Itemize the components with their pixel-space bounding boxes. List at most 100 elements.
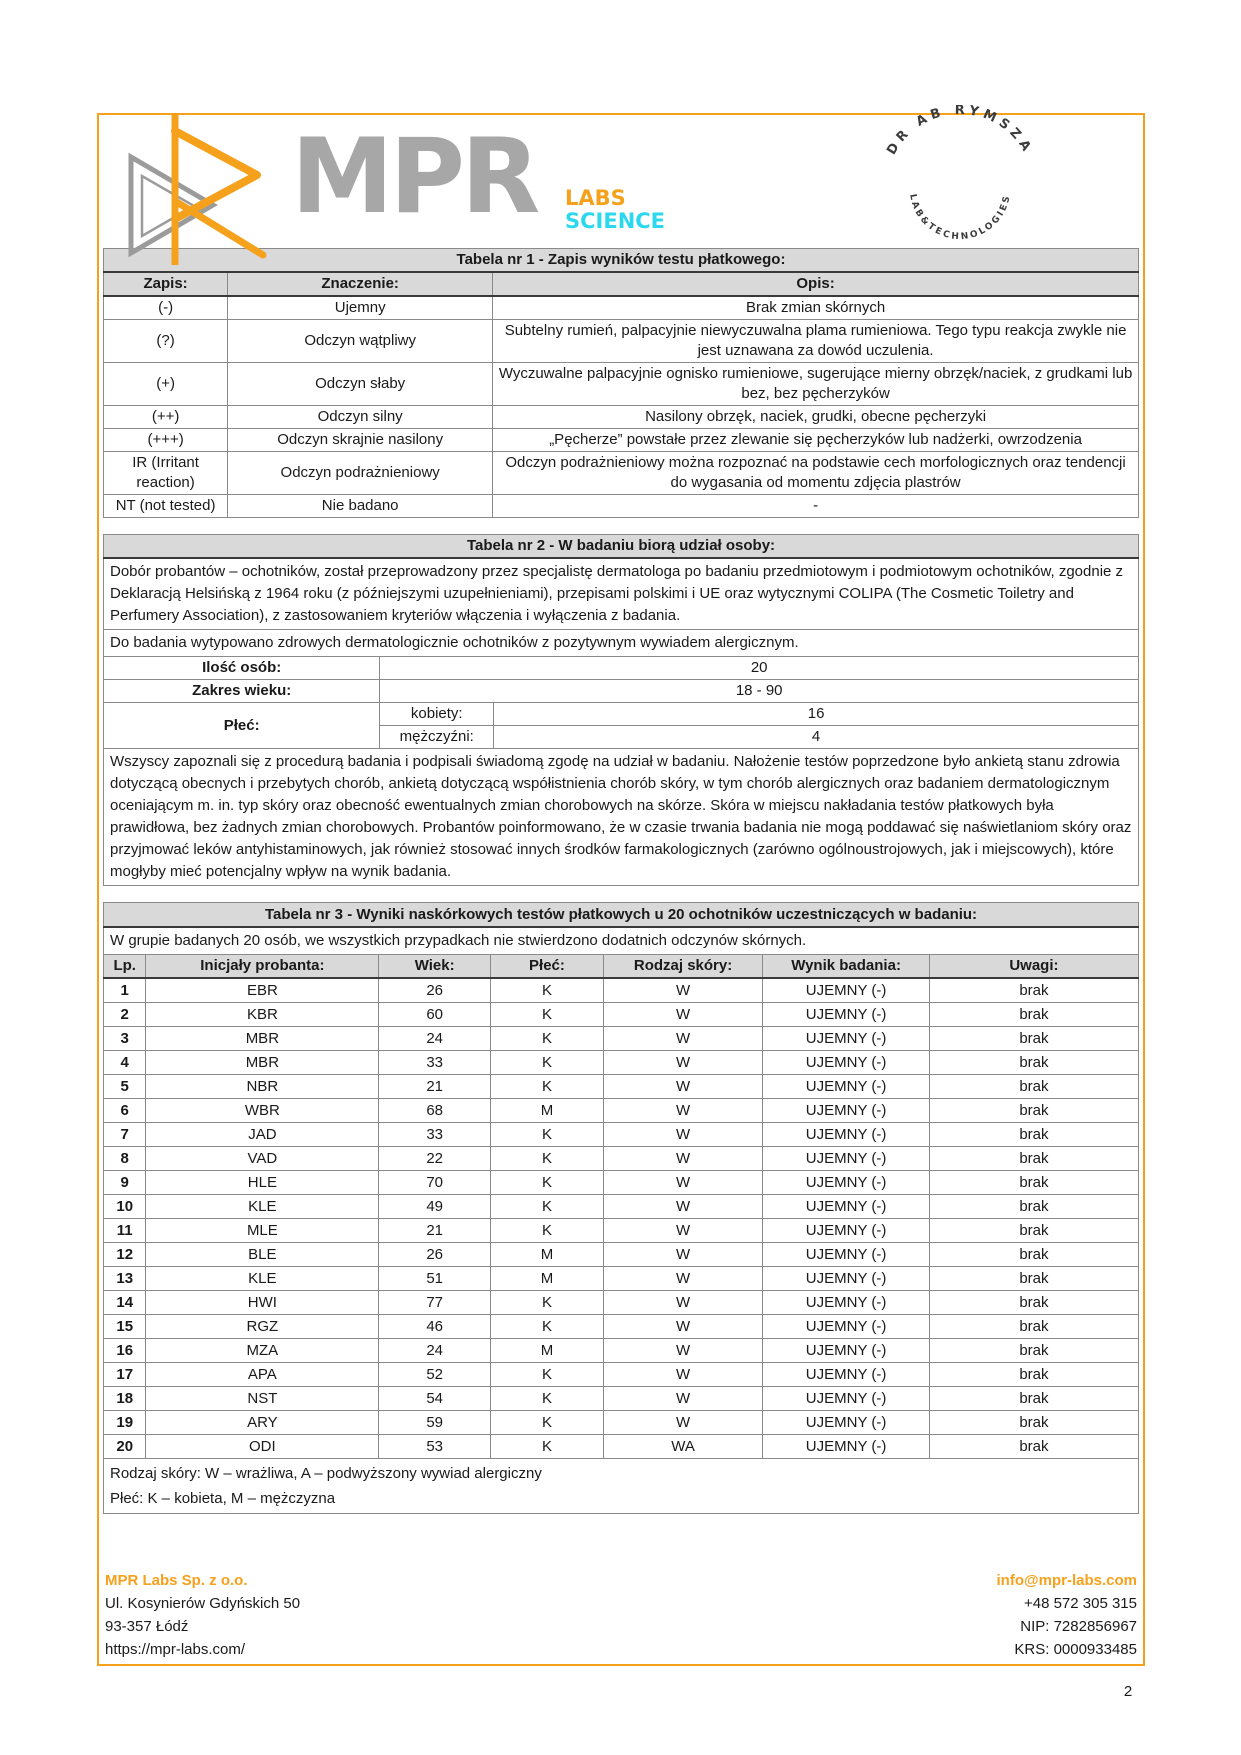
cell-lp: 16 <box>102 1338 147 1363</box>
table-row: 18 NST 54 K W UJEMNY (-) brak <box>102 1386 1140 1411</box>
col-header-lp: Lp. <box>102 954 147 979</box>
cell-age: 24 <box>378 1026 492 1051</box>
table-row: 11 MLE 21 K W UJEMNY (-) brak <box>102 1218 1140 1243</box>
cell-initials: MZA <box>145 1338 380 1363</box>
cell-sex: M <box>490 1098 604 1123</box>
cell-lp: 6 <box>102 1098 147 1123</box>
cell-remarks: brak <box>928 977 1140 1003</box>
logo-brand-text: MPR <box>291 117 540 237</box>
table-1-patch-test-notation: Tabela nr 1 - Zapis wyników testu płatko… <box>102 248 1139 518</box>
table-row: (-) Ujemny Brak zmian skórnych <box>102 295 1139 320</box>
table-row: (+++) Odczyn skrajnie nasilony „Pęcherze… <box>102 428 1139 452</box>
cell-result: UJEMNY (-) <box>762 1218 930 1243</box>
table-1-header-row: Zapis: Znaczenie: Opis: <box>102 271 1139 297</box>
footer-address-line2: 93-357 Łódź <box>105 1618 189 1635</box>
table-2-title: Tabela nr 2 - W badaniu biorą udział oso… <box>103 534 1139 559</box>
table-row: Płeć: kobiety: 16 <box>102 702 1139 749</box>
col-header-znaczenie: Znaczenie: <box>227 271 494 297</box>
document-header: MPR LABS SCIENCE DR AB RYMSZA LAB&TECHNO… <box>103 105 1139 265</box>
cell-result: UJEMNY (-) <box>762 1434 930 1459</box>
cell-initials: ODI <box>145 1434 380 1459</box>
cell-lp: 3 <box>102 1026 147 1051</box>
cell-age: 26 <box>378 977 492 1003</box>
stamp-inner-text: LAB&TECHNOLOGIES <box>907 193 1010 242</box>
col-header-result: Wynik badania: <box>762 954 930 979</box>
footer-nip: NIP: 7282856967 <box>1020 1618 1137 1635</box>
cell-age: 26 <box>378 1242 492 1267</box>
cell-lp: 14 <box>102 1290 147 1315</box>
cell-znaczenie: Odczyn skrajnie nasilony <box>227 428 494 452</box>
cell-initials: VAD <box>145 1146 380 1171</box>
table-3-header-row: Lp. Inicjały probanta: Wiek: Płeć: Rodza… <box>102 954 1140 979</box>
table-row: 12 BLE 26 M W UJEMNY (-) brak <box>102 1242 1140 1267</box>
cell-znaczenie: Odczyn podrażnieniowy <box>227 451 494 495</box>
cell-skin-type: W <box>602 977 764 1003</box>
cell-skin-type: W <box>602 1146 764 1171</box>
table-row: 5 NBR 21 K W UJEMNY (-) brak <box>102 1074 1140 1099</box>
cell-sex: K <box>490 1002 604 1027</box>
cell-result: UJEMNY (-) <box>762 1098 930 1123</box>
table-row: NT (not tested) Nie badano - <box>102 494 1139 518</box>
table-row: Ilość osób: 20 <box>102 656 1139 680</box>
cell-skin-type: W <box>602 1410 764 1435</box>
cell-opis: Brak zmian skórnych <box>492 295 1139 320</box>
count-label: Ilość osób: <box>102 656 381 680</box>
table-row: 13 KLE 51 M W UJEMNY (-) brak <box>102 1266 1140 1291</box>
cell-znaczenie: Ujemny <box>227 295 494 320</box>
cell-initials: WBR <box>145 1098 380 1123</box>
cell-remarks: brak <box>928 1266 1140 1291</box>
cell-lp: 5 <box>102 1074 147 1099</box>
cell-lp: 1 <box>102 977 147 1003</box>
cell-result: UJEMNY (-) <box>762 1122 930 1147</box>
cell-znaczenie: Odczyn wątpliwy <box>227 319 494 363</box>
cell-initials: HWI <box>145 1290 380 1315</box>
cell-opis: „Pęcherze” powstałe przez zlewanie się p… <box>492 428 1139 452</box>
cell-age: 21 <box>378 1218 492 1243</box>
cell-skin-type: W <box>602 1266 764 1291</box>
cell-remarks: brak <box>928 1218 1140 1243</box>
cell-sex: M <box>490 1242 604 1267</box>
document-border-frame: MPR LABS SCIENCE DR AB RYMSZA LAB&TECHNO… <box>97 105 1145 1666</box>
cell-lp: 19 <box>102 1410 147 1435</box>
cell-initials: MBR <box>145 1026 380 1051</box>
col-header-sex: Płeć: <box>490 954 604 979</box>
cell-age: 68 <box>378 1098 492 1123</box>
cell-sex: K <box>490 1218 604 1243</box>
men-label: mężczyźni: <box>379 725 495 749</box>
cell-lp: 13 <box>102 1266 147 1291</box>
cell-age: 77 <box>378 1290 492 1315</box>
cell-skin-type: W <box>602 1002 764 1027</box>
cell-sex: K <box>490 977 604 1003</box>
cell-remarks: brak <box>928 1338 1140 1363</box>
cell-result: UJEMNY (-) <box>762 1410 930 1435</box>
table-row: W grupie badanych 20 osób, we wszystkich… <box>103 926 1139 955</box>
table-row: mężczyźni: 4 <box>104 725 1139 749</box>
cell-result: UJEMNY (-) <box>762 1290 930 1315</box>
consent-procedure-paragraph: Wszyscy zapoznali się z procedurą badani… <box>103 748 1139 886</box>
footer-website-link[interactable]: https://mpr-labs.com/ <box>105 1641 246 1658</box>
cell-remarks: brak <box>928 1410 1140 1435</box>
cell-result: UJEMNY (-) <box>762 1050 930 1075</box>
cell-sex: M <box>490 1266 604 1291</box>
table-row: 4 MBR 33 K W UJEMNY (-) brak <box>102 1050 1140 1075</box>
cell-opis: Nasilony obrzęk, naciek, grudki, obecne … <box>492 405 1139 429</box>
table-3-title: Tabela nr 3 - Wyniki naskórkowych testów… <box>103 902 1139 928</box>
cell-zapis: IR (Irritant reaction) <box>102 451 229 495</box>
footer-company-block: MPR Labs Sp. z o.o. Ul. Kosynierów Gdyńs… <box>105 1569 300 1661</box>
cell-opis: Odczyn podrażnieniowy można rozpoznać na… <box>492 451 1139 495</box>
skin-type-legend: Rodzaj skóry: W – wrażliwa, A – podwyższ… <box>110 1465 542 1482</box>
cell-sex: K <box>490 1170 604 1195</box>
men-value: 4 <box>493 725 1139 749</box>
cell-zapis: (++) <box>102 405 229 429</box>
document-footer: MPR Labs Sp. z o.o. Ul. Kosynierów Gdyńs… <box>105 1569 1137 1661</box>
cell-remarks: brak <box>928 1242 1140 1267</box>
cell-sex: K <box>490 1314 604 1339</box>
cell-lp: 11 <box>102 1218 147 1243</box>
footer-email-link[interactable]: info@mpr-labs.com <box>996 1572 1137 1589</box>
table-row: (+) Odczyn słaby Wyczuwalne palpacyjnie … <box>102 362 1139 406</box>
cell-remarks: brak <box>928 1170 1140 1195</box>
cell-age: 22 <box>378 1146 492 1171</box>
table-row: 17 APA 52 K W UJEMNY (-) brak <box>102 1362 1140 1387</box>
stamp-outer-text: DR AB RYMSZA <box>884 105 1031 158</box>
logo-subtext: LABS SCIENCE <box>565 187 665 233</box>
